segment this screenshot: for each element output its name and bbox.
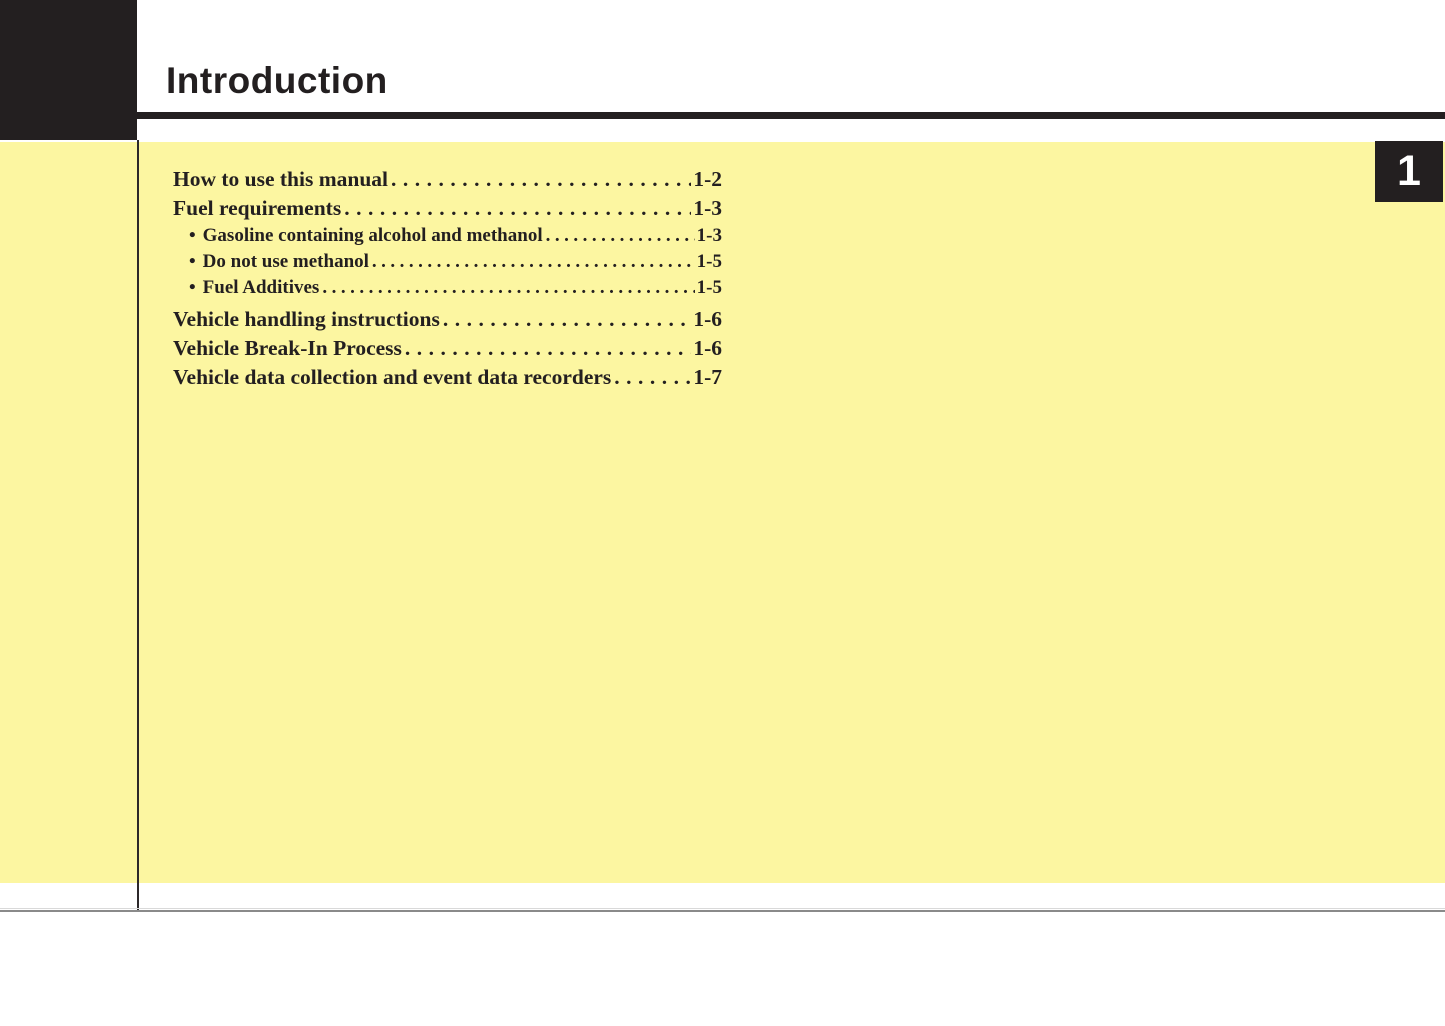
toc-entry: Vehicle handling instructions 1-6 [173, 305, 722, 334]
dot-leader [319, 275, 694, 301]
bullet-icon: • [189, 277, 196, 298]
corner-block [0, 0, 137, 140]
dot-leader [369, 249, 695, 275]
toc-entry: Vehicle Break-In Process 1-6 [173, 334, 722, 363]
toc-entry: Vehicle data collection and event data r… [173, 363, 722, 392]
dot-leader [611, 363, 691, 392]
dot-leader [402, 334, 691, 363]
dot-leader [341, 194, 691, 223]
toc-entry: How to use this manual 1-2 [173, 165, 722, 194]
toc-entry: • Do not use methanol 1-5 [173, 249, 722, 275]
toc-entry-page: 1-7 [693, 365, 722, 389]
content-panel [0, 142, 1445, 883]
dot-leader [440, 305, 692, 334]
toc-entry-page: 1-3 [693, 196, 722, 220]
dot-leader [543, 223, 695, 249]
toc-entry-label: Fuel Additives [202, 277, 320, 298]
toc-entry-label: How to use this manual [173, 167, 389, 191]
toc-entry-label: Gasoline containing alcohol and methanol [202, 225, 543, 246]
table-of-contents: How to use this manual 1-2 Fuel requirem… [173, 165, 722, 392]
page-title: Introduction [166, 60, 388, 101]
footer-rule [0, 910, 1445, 912]
toc-entry-label: Do not use methanol [202, 251, 369, 272]
toc-entry: Fuel requirements 1-3 [173, 194, 722, 223]
title-underline-bar [137, 112, 1445, 119]
toc-entry: • Gasoline containing alcohol and methan… [173, 223, 722, 249]
toc-entry-page: 1-5 [696, 277, 722, 298]
toc-entry-page: 1-2 [693, 167, 722, 191]
footer-rule-light [0, 908, 1445, 909]
toc-entry-page: 1-3 [696, 225, 722, 246]
toc-entry: • Fuel Additives 1-5 [173, 275, 722, 301]
toc-entry-label: Vehicle data collection and event data r… [173, 365, 612, 389]
toc-entry-page: 1-6 [693, 336, 722, 360]
vertical-divider [137, 140, 139, 912]
chapter-number: 1 [1397, 147, 1421, 195]
toc-entry-label: Fuel requirements [173, 196, 342, 220]
toc-entry-label: Vehicle Break-In Process [173, 336, 402, 360]
toc-entry-label: Vehicle handling instructions [173, 307, 440, 331]
toc-entry-page: 1-5 [696, 251, 722, 272]
bullet-icon: • [189, 251, 196, 272]
dot-leader [388, 165, 691, 194]
bullet-icon: • [189, 225, 196, 246]
toc-entry-page: 1-6 [693, 307, 722, 331]
chapter-number-badge: 1 [1375, 141, 1443, 202]
